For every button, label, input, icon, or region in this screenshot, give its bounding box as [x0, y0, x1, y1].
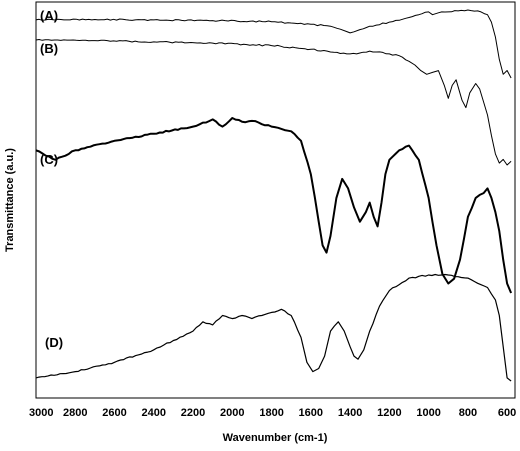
series-label-b: (B) — [40, 41, 58, 56]
x-tick-label: 2200 — [181, 407, 205, 419]
series-label-d: (D) — [45, 335, 63, 350]
x-axis: 3000 2800 2600 2400 2200 2000 1800 1600 1400 1200… — [29, 407, 516, 419]
plot-area-frame — [35, 1, 516, 399]
spectrum-line-c — [35, 117, 513, 294]
series-label-a: (A) — [40, 8, 58, 23]
y-axis-title: Transmittance (a.u.) — [4, 148, 16, 252]
x-tick-label: 1000 — [416, 407, 440, 419]
series-labels: (A) (B) (C) (D) — [40, 8, 63, 350]
spectrum-line-d — [35, 273, 512, 382]
x-tick-label: 3000 — [29, 407, 53, 419]
spectrum-line-a — [35, 9, 512, 79]
x-tick-label: 1800 — [259, 407, 283, 419]
x-tick-label: 2400 — [142, 407, 166, 419]
x-tick-label: 2800 — [63, 407, 87, 419]
x-tick-label: 2000 — [220, 407, 244, 419]
series-group — [35, 9, 513, 382]
x-axis-title: Wavenumber (cm-1) — [223, 432, 328, 444]
spectrum-line-b — [35, 39, 512, 166]
x-tick-label: 2600 — [102, 407, 126, 419]
x-tick-label: 1600 — [299, 407, 323, 419]
x-tick-label: 1400 — [338, 407, 362, 419]
x-tick-label: 600 — [498, 407, 516, 419]
x-tick-label: 800 — [459, 407, 477, 419]
series-label-c: (C) — [40, 152, 58, 167]
x-tick-label: 1200 — [377, 407, 401, 419]
